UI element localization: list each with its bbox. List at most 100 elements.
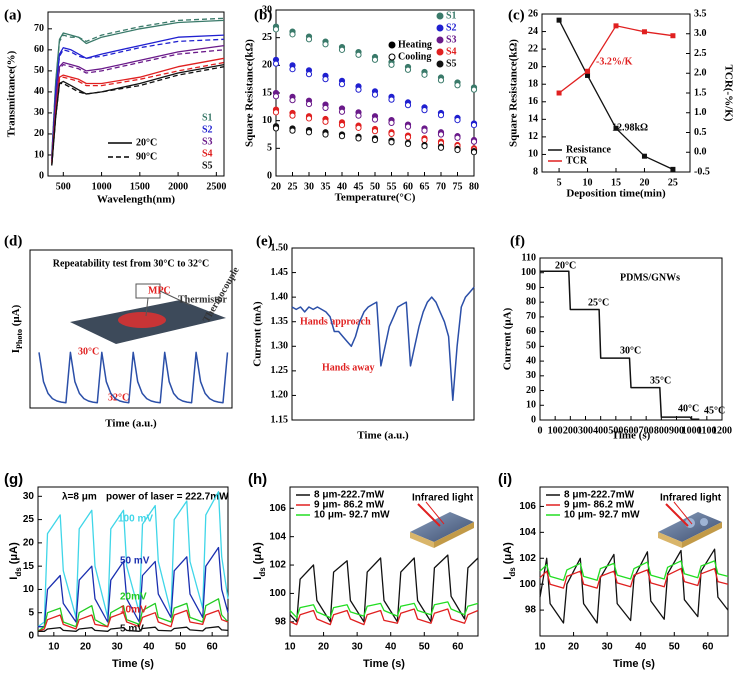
annotation: 45°C: [704, 405, 725, 416]
inset-beam: [417, 503, 441, 527]
x-tick-label: 600: [624, 425, 639, 436]
chart-title: Repeatability test from 30°C to 32°C: [53, 258, 209, 269]
y2-tick-label: -0.5: [694, 166, 710, 177]
data-point: [404, 123, 412, 130]
x-tick-label: 50: [370, 181, 380, 192]
x-tick-label: 35: [321, 181, 331, 192]
legend-swatch: [436, 36, 444, 44]
data-point: [421, 136, 428, 144]
inset-film: [410, 512, 474, 542]
legend-label: S3: [446, 34, 457, 45]
y2-tick-label: 1.0: [694, 107, 707, 118]
data-point: [338, 108, 346, 115]
x-tick-label: 20: [318, 642, 330, 653]
panel: (f)0 100 200 300 400 500 600 700 800 900100011001…: [502, 233, 732, 441]
y-tick-label: 30: [34, 107, 44, 118]
legend-label: TCR: [566, 155, 588, 166]
legend-label: S4: [446, 46, 457, 57]
series-label: 10mV: [120, 605, 147, 616]
x-tick-label: 30: [352, 642, 364, 653]
data-point: [437, 77, 445, 84]
data-point: [388, 96, 395, 103]
y-axis-label-sub: ds: [14, 567, 23, 577]
x-tick-label: 60: [452, 642, 464, 653]
y-axis-label-symbol: I: [252, 577, 264, 580]
x-tick-label: 75: [453, 181, 463, 192]
y-tick-label: 0: [531, 414, 536, 425]
data-point: [338, 121, 346, 129]
inset-d: [70, 283, 226, 344]
inset-substrate: [682, 522, 722, 548]
panel: (c) 5 10 15 20 25 8 10 12 14 16 18 20 22 24 26 -0.5 0.0 0.…: [508, 7, 735, 199]
x-tick-label: 40: [143, 642, 155, 653]
x-tick-label: 10: [534, 642, 546, 653]
data-line: [291, 286, 475, 402]
y-tick-label: 15: [262, 87, 272, 98]
y2-tick-label: 0.0: [694, 147, 707, 158]
legend-swatch: [436, 60, 444, 68]
y-tick-label: 1.30: [271, 341, 289, 352]
x-tick-label: 10: [48, 642, 60, 653]
data-point: [388, 130, 395, 138]
x-tick-label: 65: [420, 181, 430, 192]
x-tick-label: 20: [271, 181, 281, 192]
data-point: [322, 41, 329, 48]
data-point: [421, 143, 428, 150]
legend-swatch: [388, 41, 396, 49]
data-point: [371, 136, 379, 144]
y-axis-label-sub: ds: [508, 567, 517, 577]
chart-title: PDMS/GNWs: [620, 272, 680, 283]
y2-tick-label: 2.5: [694, 48, 707, 59]
y-tick-label: 70: [526, 311, 536, 322]
y-axis-label-symbol: I: [502, 577, 514, 580]
y-tick-label: 16: [528, 96, 538, 107]
x-axis-label: Wavelength(nm): [97, 194, 176, 206]
data-point: [371, 91, 379, 98]
x-tick-label: 400: [593, 425, 608, 436]
annotation: 20°C: [555, 260, 576, 271]
legend-label: 8 μm-222.7mW: [564, 490, 635, 501]
panel-label: (f): [510, 233, 525, 249]
data-point: [641, 153, 647, 159]
data-line: [539, 560, 729, 581]
y-axis-label-sub: ds: [258, 567, 267, 577]
x-tick-label: 60: [702, 642, 714, 653]
series-label: 50 mV: [120, 556, 150, 567]
y-tick-label: 1.35: [271, 316, 289, 327]
y-axis-label-unit: (μA): [10, 304, 22, 329]
legend-label: S1: [446, 10, 457, 21]
data-point: [272, 26, 280, 33]
y2-axis-label: TCR(-%/K): [722, 65, 734, 122]
y-tick-label: 10: [262, 115, 272, 126]
y-tick-label: 0: [267, 170, 272, 181]
y-tick-label: 60: [526, 326, 536, 337]
y-tick-label: 104: [519, 527, 536, 538]
y-tick-label: 80: [526, 296, 536, 307]
x-tick-label: 20: [568, 642, 580, 653]
annotation: Hands approach: [300, 316, 371, 327]
x-tick-label: 60: [403, 181, 413, 192]
data-line: [289, 601, 479, 619]
y-tick-label: 50: [34, 65, 44, 76]
data-point: [371, 56, 379, 63]
data-line: [37, 491, 229, 628]
y-tick-label: 100: [269, 588, 286, 599]
data-point: [305, 36, 313, 43]
y-tick-label: 20: [262, 60, 272, 71]
y-tick-label: 1.25: [271, 365, 289, 376]
y-axis-label: Current (mA): [252, 301, 264, 367]
y-tick-label: 102: [269, 560, 286, 571]
y-tick-label: 26: [528, 8, 538, 19]
data-line: [38, 626, 229, 632]
y-tick-label: 25: [23, 514, 35, 525]
legend-label: Heating: [398, 39, 432, 50]
x-tick-label: 30: [602, 642, 614, 653]
y-tick-label: 25: [262, 32, 272, 43]
panel-label: (b): [254, 7, 272, 23]
data-line: [539, 567, 729, 589]
plot-frame: [37, 486, 229, 637]
inset-i: [658, 501, 722, 548]
data-line: [37, 598, 229, 632]
